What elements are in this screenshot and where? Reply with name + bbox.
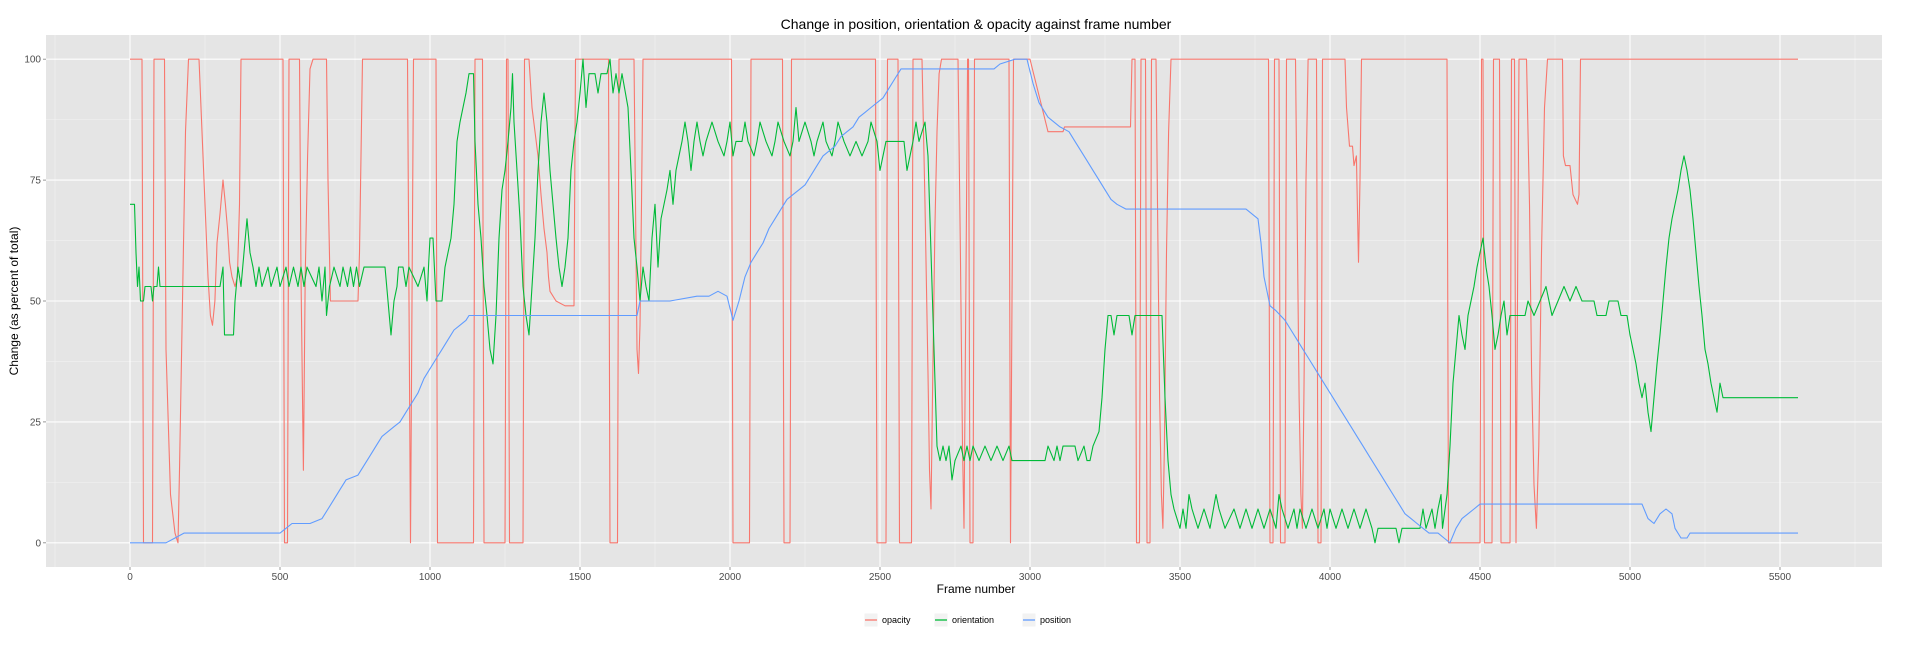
grid-lines — [46, 35, 1882, 567]
y-tick-label: 0 — [35, 538, 41, 549]
x-tick-label: 1000 — [419, 572, 442, 583]
series-lines — [130, 58, 1798, 544]
x-tick-label: 2500 — [869, 572, 892, 583]
legend-label-orientation: orientation — [952, 615, 994, 625]
x-tick-label: 5500 — [1769, 572, 1792, 583]
legend-label-opacity: opacity — [882, 615, 911, 625]
x-tick-label: 5000 — [1619, 572, 1642, 583]
y-tick-labels: 0 25 50 75 100 — [24, 55, 46, 549]
legend: opacity orientation position — [863, 612, 1071, 628]
y-axis-title: Change (as percent of total) — [7, 227, 21, 376]
x-tick-label: 500 — [272, 572, 289, 583]
chart-title: Change in position, orientation & opacit… — [781, 16, 1172, 32]
y-tick-label: 50 — [30, 297, 42, 308]
x-tick-label: 3000 — [1019, 572, 1042, 583]
y-tick-label: 100 — [24, 55, 41, 66]
series-line-position — [130, 58, 1798, 544]
x-tick-label: 3500 — [1169, 572, 1192, 583]
x-tick-label: 2000 — [719, 572, 742, 583]
x-tick-label: 4000 — [1319, 572, 1342, 583]
legend-label-position: position — [1040, 615, 1071, 625]
series-line-orientation — [130, 58, 1798, 544]
y-tick-label: 25 — [30, 417, 42, 428]
series-line-opacity — [130, 58, 1798, 544]
x-tick-label: 1500 — [569, 572, 592, 583]
y-tick-label: 75 — [30, 176, 42, 187]
x-tick-label: 0 — [127, 572, 133, 583]
x-axis-title: Frame number — [937, 582, 1016, 596]
x-tick-labels: 0 500 1000 1500 2000 2500 3000 3500 4000 4500 5000… — [127, 567, 1792, 583]
x-tick-label: 4500 — [1469, 572, 1492, 583]
